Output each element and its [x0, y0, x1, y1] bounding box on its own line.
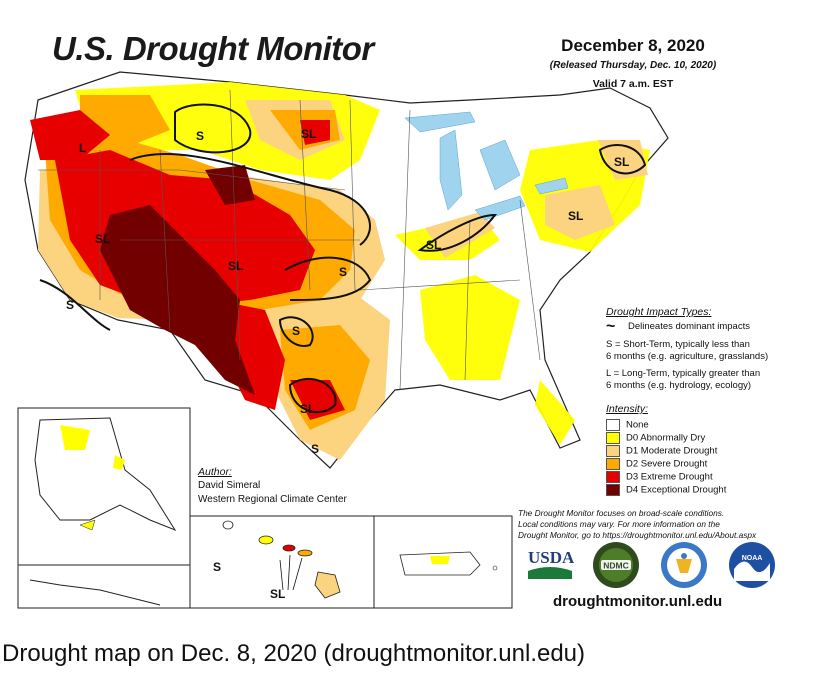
label-s-socal: S	[66, 298, 74, 312]
label-s-kansas: S	[339, 265, 347, 279]
label-sl-new-england: SL	[614, 155, 629, 169]
legend-label: D1 Moderate Drought	[626, 445, 718, 457]
label-sl-northeast: SL	[568, 209, 583, 223]
author-name: David Simeral	[198, 480, 261, 491]
impact-long-term-2: 6 months (e.g. hydrology, ecology)	[606, 380, 752, 391]
label-sl-southwest: SL	[228, 259, 243, 273]
legend-swatch	[606, 458, 620, 470]
impact-lines	[39, 103, 647, 414]
note-line: Local conditions may vary. For more info…	[518, 519, 720, 529]
noaa-logo: NOAA	[728, 541, 776, 589]
author-title: Author:	[198, 466, 232, 478]
legend-d0: D0 Abnormally Dry	[606, 432, 705, 444]
label-l-pacific-nw: L	[79, 141, 86, 155]
legend-label: D4 Exceptional Drought	[626, 484, 727, 496]
legend-swatch	[606, 445, 620, 457]
legend-swatch	[606, 471, 620, 483]
impact-short-term-1: S = Short-Term, typically less than	[606, 339, 750, 350]
legend-swatch	[606, 484, 620, 496]
image-caption: Drought map on Dec. 8, 2020 (droughtmoni…	[2, 640, 586, 667]
impact-types-title: Drought Impact Types:	[606, 306, 712, 318]
great-lakes	[404, 111, 569, 221]
impact-long-term-1: L = Long-Term, typically greater than	[606, 368, 761, 379]
label-sl-california: SL	[95, 232, 110, 246]
label-sl-hawaii: SL	[270, 587, 285, 601]
label-s-montana: S	[196, 129, 204, 143]
disclaimer-note: The Drought Monitor focuses on broad-sca…	[518, 508, 778, 541]
legend-d1: D1 Moderate Drought	[606, 445, 717, 457]
svg-text:NDMC: NDMC	[603, 561, 629, 571]
label-s-hawaii: S	[213, 560, 221, 574]
impact-delineates: Delineates dominant impacts	[628, 321, 750, 332]
legend-label: D2 Severe Drought	[626, 458, 708, 470]
label-sl-dakotas: SL	[301, 127, 316, 141]
author-org: Western Regional Climate Center	[198, 494, 347, 505]
intensity-title: Intensity:	[606, 403, 649, 415]
state-borders	[38, 89, 541, 391]
puerto-rico-inset	[373, 515, 513, 609]
map-date: December 8, 2020	[561, 36, 705, 55]
hawaii-inset: S SL	[189, 515, 375, 609]
map-title: U.S. Drought Monitor	[52, 30, 374, 67]
site-url: droughtmonitor.unl.edu	[553, 593, 723, 610]
svg-text:NOAA: NOAA	[742, 555, 763, 562]
alaska-inset	[17, 407, 191, 609]
drought-map: L S SL SL SL S S S SL S SL SL SL S SL	[17, 71, 669, 609]
delineation-icon: ~	[606, 318, 616, 335]
label-s-texas-south: S	[311, 442, 319, 456]
label-sl-great-lakes: SL	[426, 238, 441, 252]
legend-swatch	[606, 432, 620, 444]
usda-logo: USDA	[526, 545, 575, 581]
doc-seal-logo	[660, 541, 708, 589]
legend-swatch	[606, 419, 620, 431]
released-date: (Released Thursday, Dec. 10, 2020)	[549, 60, 717, 71]
label-s-texas-north: S	[292, 324, 300, 338]
label-sl-texas-central: SL	[300, 402, 315, 416]
note-line: Drought Monitor, go to https://droughtmo…	[518, 530, 757, 540]
ndmc-logo: NDMC	[592, 541, 640, 589]
legend-none: None	[606, 419, 649, 431]
impact-short-term-2: 6 months (e.g. agriculture, grasslands)	[606, 351, 769, 362]
valid-time: Valid 7 a.m. EST	[592, 78, 674, 90]
svg-text:USDA: USDA	[528, 548, 574, 567]
legend-d3: D3 Extreme Drought	[606, 471, 713, 483]
legend-d4: D4 Exceptional Drought	[606, 484, 726, 496]
legend-label: None	[626, 419, 649, 431]
legend-label: D3 Extreme Drought	[626, 471, 713, 483]
note-line: The Drought Monitor focuses on broad-sca…	[518, 508, 725, 518]
legend-d2: D2 Severe Drought	[606, 458, 707, 470]
legend-label: D0 Abnormally Dry	[626, 432, 706, 444]
d4-areas	[100, 165, 255, 395]
